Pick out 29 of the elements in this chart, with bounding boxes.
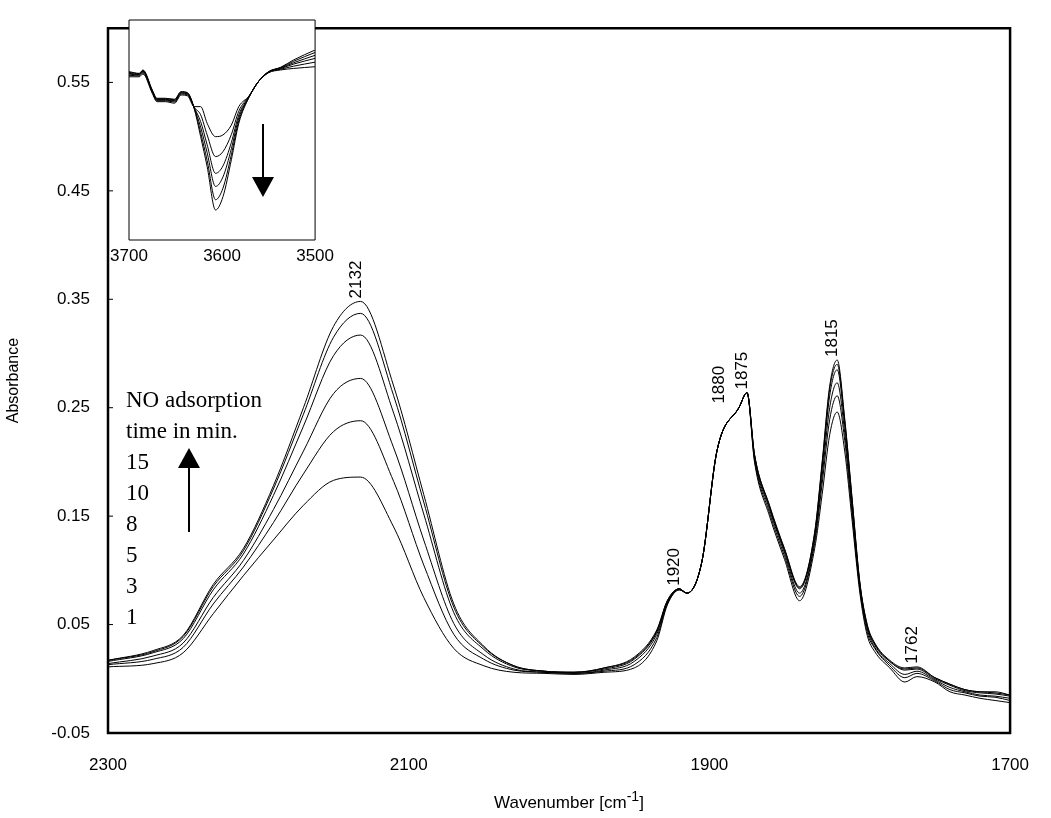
annotation: 1762 (901, 626, 921, 664)
x-tick-label: 2100 (389, 754, 428, 774)
y-tick-label: 0.15 (56, 505, 90, 525)
annotation: 1875 (731, 351, 751, 390)
x-axis-title: Wavenumber [cm$^{-1}$] (494, 788, 644, 813)
annotation: 1880 (709, 365, 729, 404)
annotation: 2132 (345, 260, 365, 299)
y-tick-label: -0.05 (51, 722, 90, 742)
y-tick-label: 0.05 (56, 614, 90, 634)
x-tick-label: 1700 (991, 754, 1029, 774)
x-tick-label: 3700 (110, 245, 148, 265)
y-tick-label: 0.45 (56, 180, 90, 200)
x-tick-label: 3600 (203, 245, 241, 265)
annotation: NO adsorption time in min. (126, 386, 264, 445)
annotation: 8 (126, 510, 139, 538)
x-tick-label: 2300 (89, 754, 127, 774)
y-tick-label: 0.25 (56, 397, 90, 417)
x-tick-label: 3500 (296, 245, 334, 265)
annotation: 10 (126, 479, 150, 507)
annotation: 15 (126, 448, 150, 476)
y-axis-title: Absorbance (4, 337, 22, 424)
x-tick-label: 1900 (690, 754, 729, 774)
annotation: 5 (126, 541, 139, 569)
annotation: 3 (126, 572, 139, 600)
annotation: 1 (126, 603, 139, 631)
y-tick-label: 0.35 (56, 288, 90, 308)
y-tick-label: 0.55 (56, 72, 90, 92)
annotation: 1920 (664, 547, 684, 586)
annotation: 1815 (822, 319, 842, 357)
